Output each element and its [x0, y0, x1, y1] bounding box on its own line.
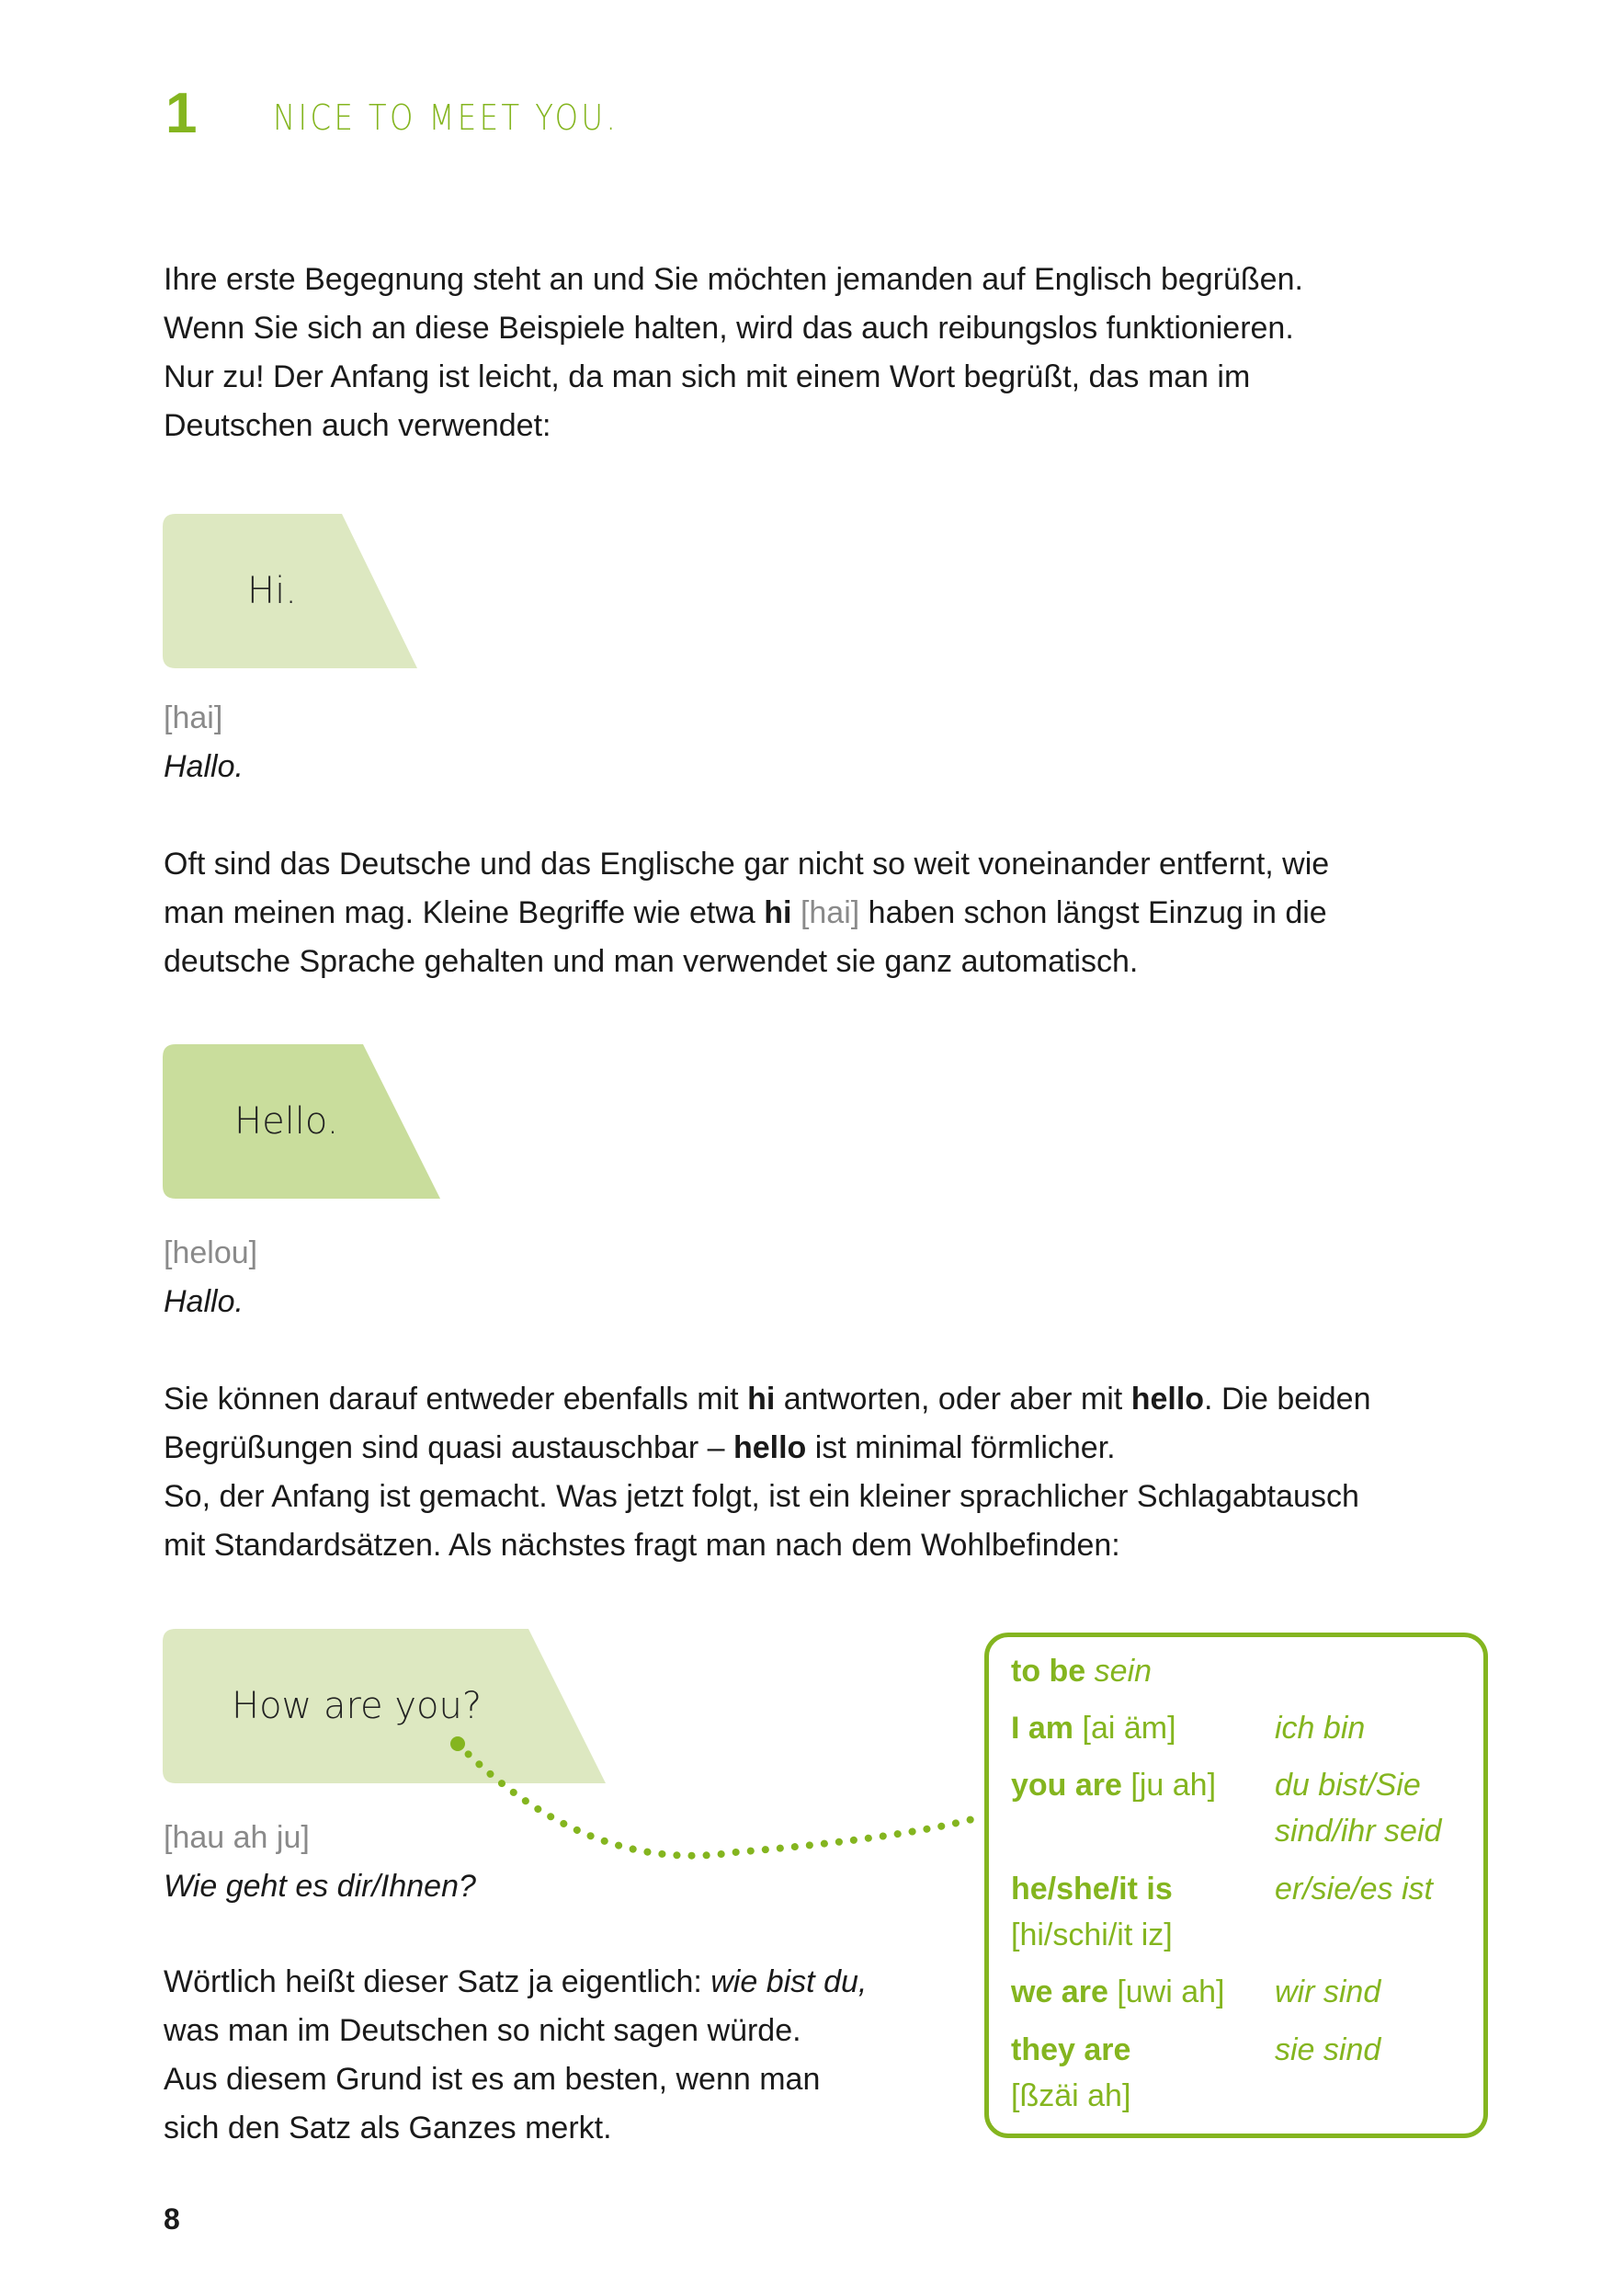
vocab-de: du bist/Sie — [1275, 1768, 1421, 1803]
text-line: Begrüßungen sind quasi austauschbar – he… — [164, 1424, 1496, 1473]
vocab-de: er/sie/es ist — [1275, 1872, 1433, 1906]
text-line: deutsche Sprache gehalten und man verwen… — [164, 944, 1139, 979]
vocab-pron: [ai äm] — [1082, 1711, 1176, 1746]
vocab-en: you are — [1011, 1768, 1122, 1803]
text-line: Oft sind das Deutsche und das Englische … — [164, 847, 1330, 882]
chapter-title: NICE TO MEET YOU. — [273, 97, 619, 138]
phrase-text: How are you? — [232, 1685, 483, 1727]
italic-term: wie bist du, — [710, 1964, 868, 1999]
pronunciation: [hai] — [164, 700, 223, 735]
paragraph-4: Wörtlich heißt dieser Satz ja eigentlich… — [164, 1958, 954, 2153]
bold-term: hi — [747, 1382, 776, 1417]
page-number: 8 — [164, 2202, 180, 2236]
bubble-shape — [163, 514, 417, 668]
title-en: to be — [1011, 1654, 1086, 1689]
phrase-bubble-how-are-you: How are you? — [163, 1629, 608, 1783]
text: Begrüßungen sind quasi austauschbar – — [164, 1430, 733, 1465]
text: Sie können darauf entweder ebenfalls mit — [164, 1382, 748, 1417]
vocab-de: wir sind — [1275, 1974, 1381, 2009]
paragraph-3: Sie können darauf entweder ebenfalls mit… — [164, 1375, 1496, 1570]
bold-term: hi — [764, 895, 792, 930]
text-line: So, der Anfang ist gemacht. Was jetzt fo… — [164, 1479, 1359, 1514]
text: ist minimal förmlicher. — [806, 1430, 1116, 1465]
vocab-de: sie sind — [1275, 2032, 1381, 2067]
vocab-de: sind/ihr seid — [1275, 1814, 1442, 1849]
text-line: Ihre erste Begegnung steht an und Sie mö… — [164, 262, 1303, 297]
text: Wörtlich heißt dieser Satz ja eigentlich… — [164, 1964, 711, 1999]
text-line: was man im Deutschen so nicht sagen würd… — [164, 2013, 801, 2048]
vocab-en: they are — [1011, 2032, 1131, 2067]
text-line: Wörtlich heißt dieser Satz ja eigentlich… — [164, 1958, 954, 2007]
phrase-text: Hello. — [234, 1100, 339, 1143]
bold-term: hello — [1130, 1382, 1205, 1417]
intro-paragraph: Ihre erste Begegnung steht an und Sie mö… — [164, 256, 1496, 450]
pronunciation: [hai] — [791, 895, 860, 930]
text-line: man meinen mag. Kleine Begriffe wie etwa… — [164, 889, 1496, 938]
vocab-en: we are — [1011, 1974, 1108, 2009]
vocab-row: he/she/it is — [1011, 1866, 1173, 1912]
phrase-text: Hi. — [247, 570, 297, 612]
vocab-pron: [ßzäi ah] — [1011, 2078, 1131, 2113]
vocab-en: he/she/it is — [1011, 1872, 1173, 1906]
text: . Die beiden — [1204, 1382, 1371, 1417]
vocab-en: I am — [1011, 1711, 1074, 1746]
vocab-row: you are [ju ah] — [1011, 1762, 1216, 1808]
bubble-shape — [163, 1044, 440, 1199]
translation: Wie geht es dir/Ihnen? — [164, 1869, 476, 1904]
text-line: sich den Satz als Ganzes merkt. — [164, 2111, 612, 2145]
phrase-bubble-hi: Hi. — [163, 514, 420, 668]
text-line: Sie können darauf entweder ebenfalls mit… — [164, 1375, 1496, 1424]
chapter-number: 1 — [165, 82, 198, 145]
text-line: Nur zu! Der Anfang ist leicht, da man si… — [164, 359, 1251, 394]
vocab-pron: [hi/schi/it iz] — [1011, 1918, 1173, 1952]
text: man meinen mag. Kleine Begriffe wie etwa — [164, 895, 765, 930]
pronunciation: [hau ah ju] — [164, 1820, 310, 1855]
vocab-row: they are — [1011, 2027, 1130, 2073]
text: antworten, oder aber mit — [775, 1382, 1131, 1417]
vocab-title: to be sein — [1011, 1648, 1152, 1694]
bold-term: hello — [733, 1430, 807, 1465]
vocab-row: I am [ai äm] — [1011, 1705, 1176, 1751]
phrase-bubble-hello: Hello. — [163, 1044, 442, 1199]
vocab-pron: [ju ah] — [1130, 1768, 1217, 1803]
text-line: mit Standardsätzen. Als nächstes fragt m… — [164, 1528, 1120, 1563]
text-line: Aus diesem Grund ist es am besten, wenn … — [164, 2062, 821, 2097]
vocab-de: ich bin — [1275, 1711, 1366, 1746]
translation: Hallo. — [164, 1284, 244, 1319]
vocab-pron: [uwi ah] — [1117, 1974, 1225, 2009]
text: haben schon längst Einzug in die — [859, 895, 1327, 930]
text-line: Wenn Sie sich an diese Beispiele halten,… — [164, 311, 1294, 346]
pronunciation: [helou] — [164, 1235, 258, 1270]
title-de: sein — [1094, 1654, 1153, 1689]
paragraph-2: Oft sind das Deutsche und das Englische … — [164, 840, 1496, 986]
text-line: Deutschen auch verwendet: — [164, 408, 551, 443]
vocab-box: to be sein I am [ai äm] ich bin you are … — [984, 1633, 1488, 2138]
vocab-row: we are [uwi ah] — [1011, 1969, 1225, 2015]
translation: Hallo. — [164, 749, 244, 784]
